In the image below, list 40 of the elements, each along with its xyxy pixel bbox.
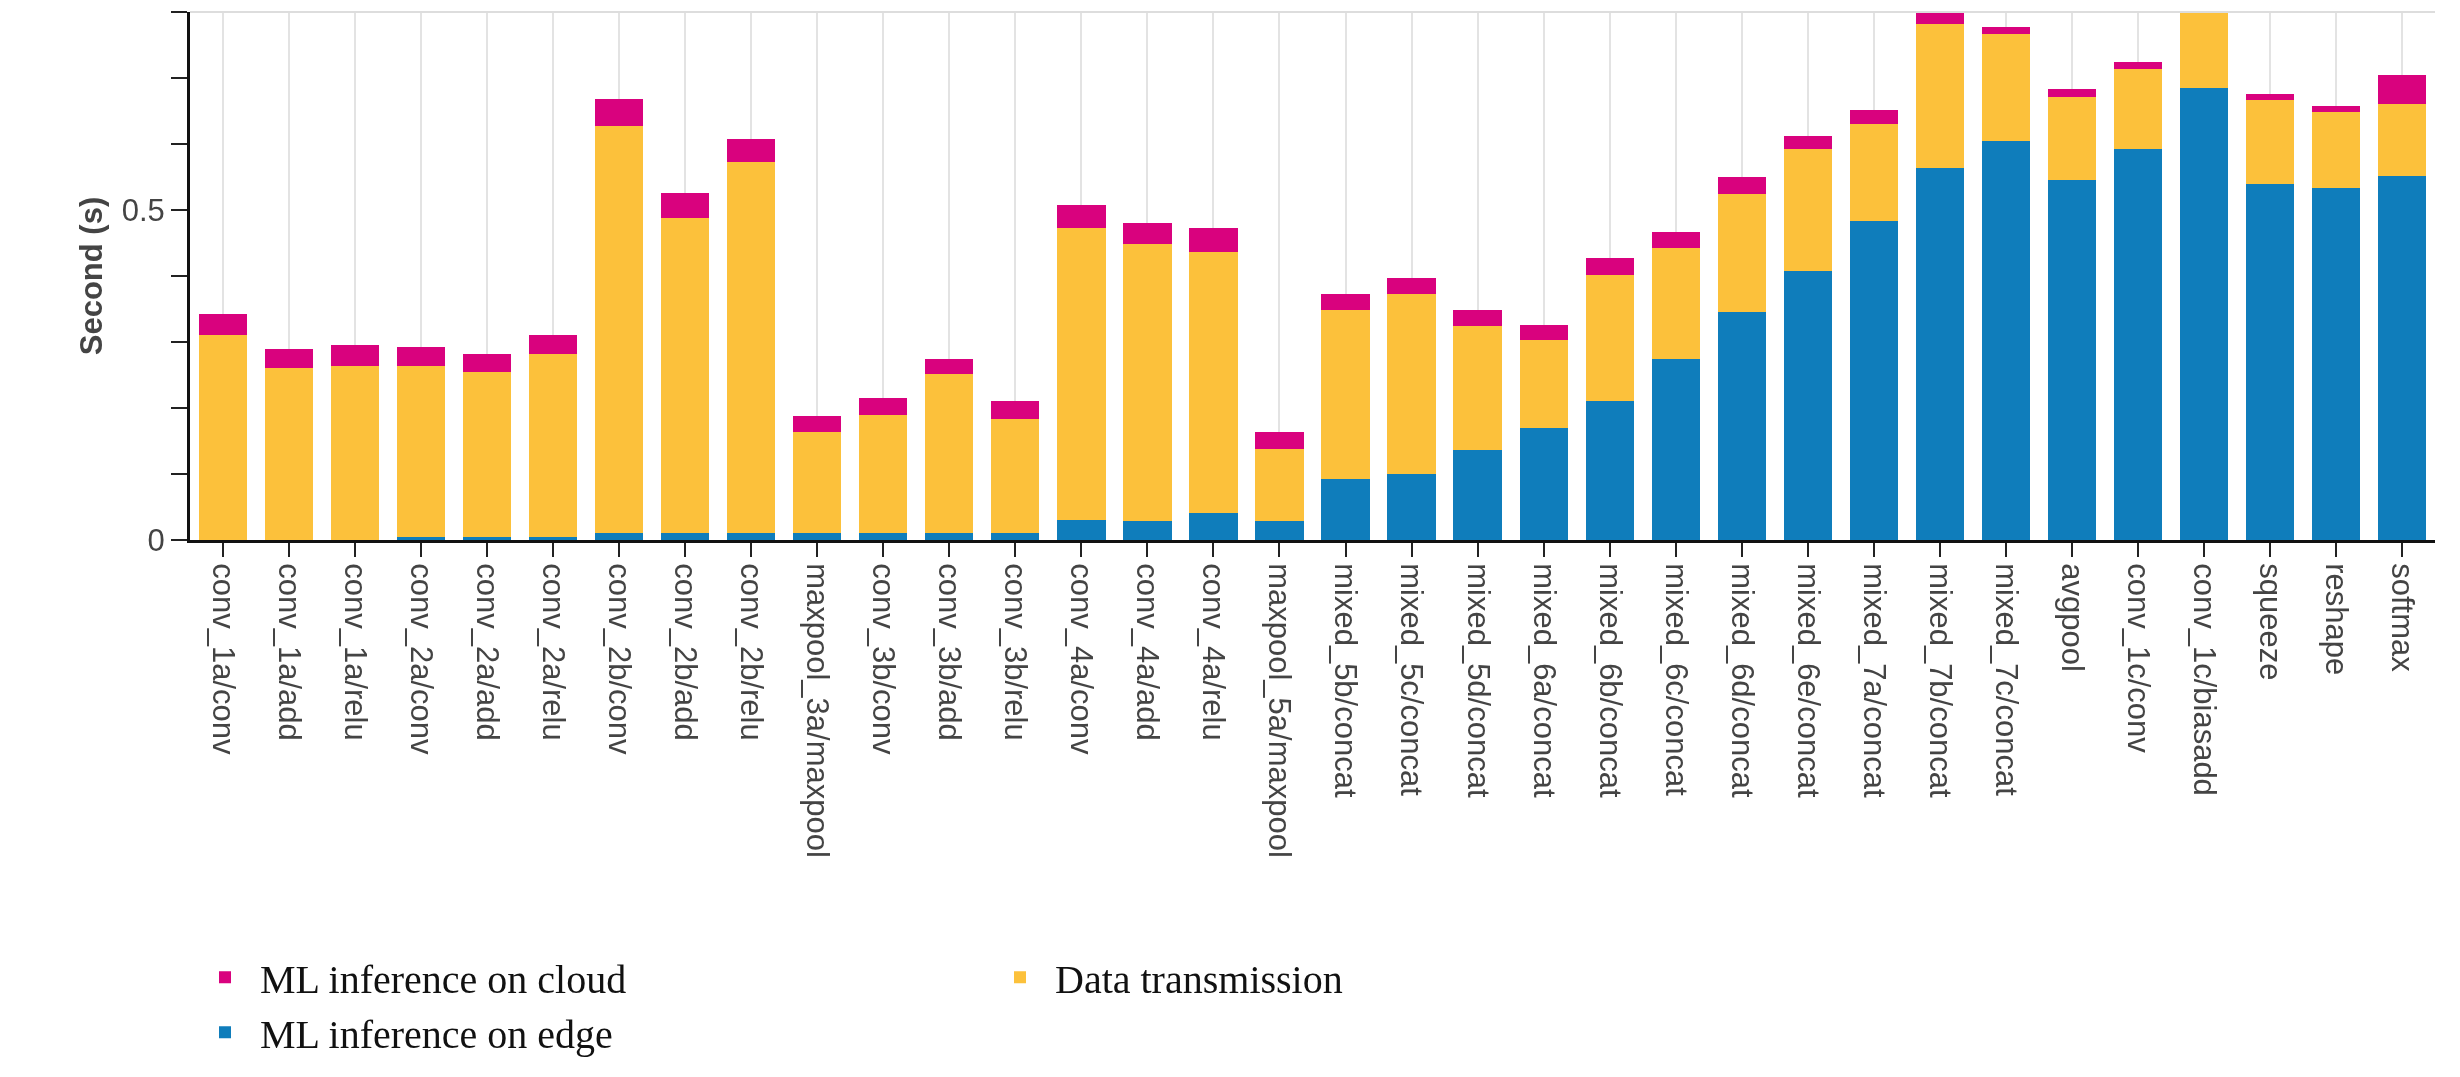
x-tick-label: conv_3b/relu <box>998 563 1034 741</box>
x-tick-label: mixed_5c/concat <box>1394 563 1430 797</box>
x-tick-label: maxpool_3a/maxpool <box>800 563 836 858</box>
x-tick-label: reshape <box>2318 563 2354 676</box>
x-tick-label: squeeze <box>2252 563 2288 681</box>
x-tick-label: mixed_5b/concat <box>1328 563 1364 798</box>
x-tick-label: conv_2b/add <box>668 563 704 741</box>
x-tick-label: conv_2b/relu <box>734 563 770 741</box>
x-tick-label: mixed_6c/concat <box>1658 563 1694 797</box>
x-tick-label: mixed_7a/concat <box>1856 563 1892 798</box>
x-tick-label: conv_3b/add <box>932 563 968 741</box>
x-tick-label: mixed_5d/concat <box>1460 563 1496 798</box>
x-tick-label: mixed_7c/concat <box>1988 563 2024 797</box>
x-tick-label: avgpool <box>2054 563 2090 672</box>
x-tick-label: softmax <box>2384 563 2420 673</box>
x-tick-label: conv_4a/add <box>1130 563 1166 741</box>
y-tick-label: 0 <box>147 522 165 558</box>
x-tick-label: maxpool_5a/maxpool <box>1262 563 1298 858</box>
x-tick-label: conv_4a/relu <box>1196 563 1232 741</box>
x-tick-label: conv_4a/conv <box>1064 563 1100 755</box>
x-tick-label: conv_1a/conv <box>205 563 241 755</box>
x-tick-label: conv_2a/relu <box>536 563 572 741</box>
x-tick-label: mixed_6b/concat <box>1592 563 1628 798</box>
x-tick-label: conv_2b/conv <box>602 563 638 755</box>
x-tick-label: mixed_7b/concat <box>1922 563 1958 798</box>
y-axis-title: Second (s) <box>74 196 110 356</box>
x-tick-label: conv_1a/relu <box>337 563 373 741</box>
x-tick-label: mixed_6a/concat <box>1526 563 1562 798</box>
x-tick-label: conv_1a/add <box>271 563 307 741</box>
x-tick-label: mixed_6d/concat <box>1724 563 1760 798</box>
legend-label: Data transmission <box>1055 956 1343 1002</box>
legend-label: ML inference on cloud <box>260 956 627 1002</box>
x-tick-label: conv_2a/add <box>470 563 506 741</box>
x-tick-label: mixed_6e/concat <box>1790 563 1826 798</box>
x-tick-label: conv_1c/biasadd <box>2186 563 2222 796</box>
x-tick-label: conv_3b/conv <box>866 563 902 755</box>
legend-label: ML inference on edge <box>260 1011 613 1057</box>
x-tick-label: conv_1c/conv <box>2120 563 2156 754</box>
y-tick-label: 0.5 <box>121 192 165 228</box>
x-tick-label: conv_2a/conv <box>404 563 440 755</box>
